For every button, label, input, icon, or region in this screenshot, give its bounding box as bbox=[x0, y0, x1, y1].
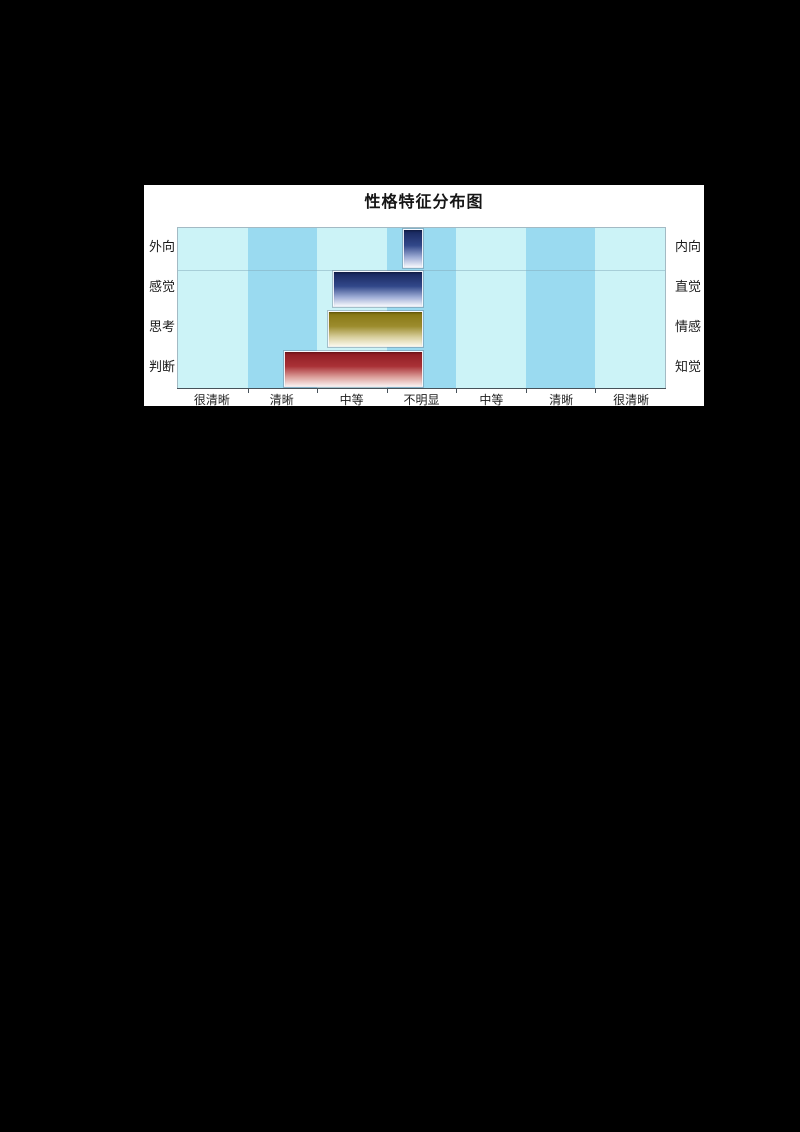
trait-bar-1 bbox=[402, 227, 425, 269]
x-axis-tick-4 bbox=[456, 389, 458, 393]
x-axis-label-5: 中等 bbox=[479, 393, 504, 407]
x-axis-label-4: 不明显 bbox=[403, 393, 440, 407]
row-right-label-2: 直觉 bbox=[675, 280, 702, 295]
x-axis-tick-3 bbox=[386, 389, 388, 393]
stripe-col-7 bbox=[595, 228, 666, 388]
x-axis-label-1: 很清晰 bbox=[193, 393, 230, 407]
x-axis-label-7: 很清晰 bbox=[613, 393, 650, 407]
stripe-col-1 bbox=[178, 228, 248, 388]
trait-bar-2 bbox=[332, 269, 425, 308]
row-left-label-1: 外向 bbox=[148, 240, 175, 255]
plot-area bbox=[177, 227, 666, 389]
x-axis-line bbox=[177, 388, 666, 389]
x-axis-tick-1 bbox=[247, 389, 249, 393]
stripe-col-6 bbox=[525, 228, 596, 388]
row-right-label-1: 内向 bbox=[675, 240, 702, 255]
left-category-labels: 外向 感觉 思考 判断 bbox=[146, 227, 175, 389]
row-left-label-3: 思考 bbox=[148, 320, 175, 335]
row-left-label-2: 感觉 bbox=[148, 280, 175, 295]
x-axis-labels: 很清晰 清晰 中等 不明显 中等 清晰 很清晰 bbox=[177, 391, 666, 408]
chart-title: 性格特征分布图 bbox=[364, 192, 484, 211]
chart-panel: 性格特征分布图 外向感觉思考判断 内向直觉情感知觉 很清晰 清晰 中等 不明显 中等 清晰… bbox=[144, 185, 704, 408]
x-axis-label-2: 清晰 bbox=[269, 393, 294, 407]
x-axis-label-3: 中等 bbox=[339, 393, 364, 407]
x-axis-tick-5 bbox=[525, 389, 527, 393]
row-right-label-3: 情感 bbox=[675, 320, 702, 335]
row-left-label-4: 判断 bbox=[148, 360, 175, 375]
right-category-labels: 内向 直觉 情感 知觉 bbox=[675, 227, 704, 389]
trait-bar-4 bbox=[283, 349, 425, 388]
row-right-label-4: 知觉 bbox=[675, 360, 702, 375]
trait-bar-3 bbox=[326, 309, 425, 348]
x-axis-tick-2 bbox=[317, 389, 319, 393]
x-axis-tick-6 bbox=[595, 389, 597, 393]
x-axis-label-6: 清晰 bbox=[549, 393, 574, 407]
stripe-col-5 bbox=[456, 228, 526, 388]
